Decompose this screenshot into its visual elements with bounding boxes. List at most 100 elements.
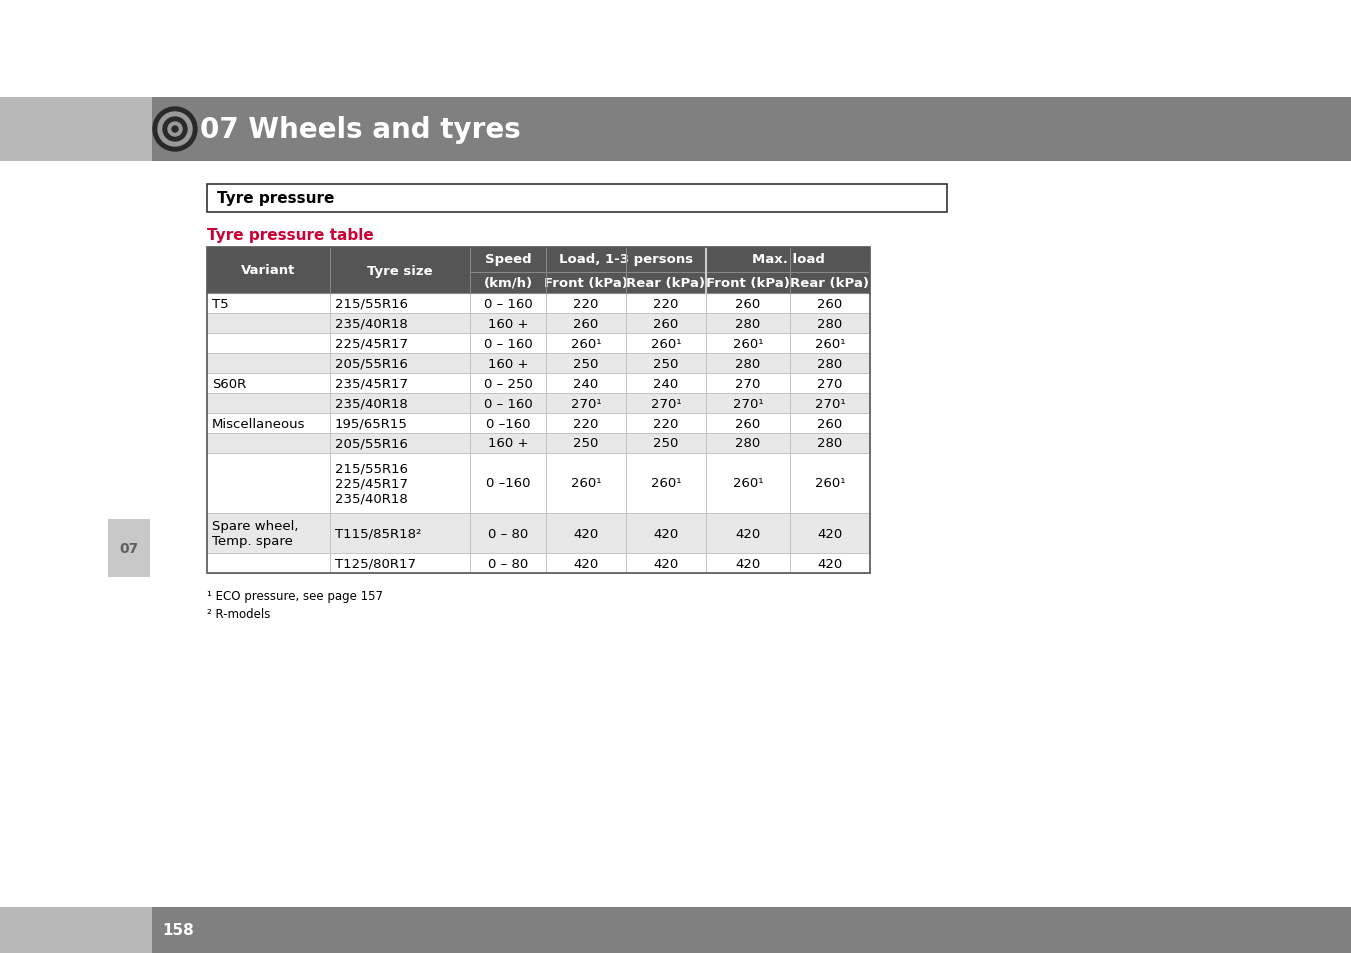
Text: 235/40R18: 235/40R18 bbox=[335, 397, 408, 410]
Text: 0 –160: 0 –160 bbox=[486, 417, 530, 430]
Text: 280: 280 bbox=[735, 437, 761, 450]
Text: 270¹: 270¹ bbox=[732, 397, 763, 410]
Text: 0 – 160: 0 – 160 bbox=[484, 397, 532, 410]
Text: Load, 1-3 persons: Load, 1-3 persons bbox=[559, 253, 693, 266]
Text: 0 – 80: 0 – 80 bbox=[488, 527, 528, 540]
Text: 235/40R18: 235/40R18 bbox=[335, 317, 408, 330]
Bar bbox=[153, 98, 1351, 162]
Text: Front (kPa): Front (kPa) bbox=[544, 276, 628, 290]
Circle shape bbox=[163, 118, 186, 142]
Bar bbox=[207, 554, 870, 574]
Text: Rear (kPa): Rear (kPa) bbox=[627, 276, 705, 290]
Bar bbox=[207, 334, 870, 354]
Text: 420: 420 bbox=[654, 557, 678, 570]
Text: 07 Wheels and tyres: 07 Wheels and tyres bbox=[200, 116, 520, 144]
Text: 260¹: 260¹ bbox=[651, 477, 681, 490]
Text: Speed: Speed bbox=[485, 253, 531, 266]
Text: 280: 280 bbox=[817, 317, 843, 330]
Text: 260¹: 260¹ bbox=[815, 477, 846, 490]
Text: 260¹: 260¹ bbox=[732, 337, 763, 350]
Text: S60R: S60R bbox=[212, 377, 246, 390]
Text: 0 – 80: 0 – 80 bbox=[488, 557, 528, 570]
Bar bbox=[0, 907, 153, 953]
Text: Tyre pressure: Tyre pressure bbox=[218, 192, 335, 206]
Text: 420: 420 bbox=[573, 557, 598, 570]
Text: 215/55R16
225/45R17
235/40R18: 215/55R16 225/45R17 235/40R18 bbox=[335, 462, 408, 505]
Bar bbox=[207, 374, 870, 394]
Text: 260: 260 bbox=[654, 317, 678, 330]
Bar bbox=[207, 514, 870, 554]
Text: ¹ ECO pressure, see page 157: ¹ ECO pressure, see page 157 bbox=[207, 589, 382, 602]
Text: 260: 260 bbox=[735, 417, 761, 430]
Text: 220: 220 bbox=[654, 417, 678, 430]
Text: 280: 280 bbox=[735, 317, 761, 330]
Text: 0 – 250: 0 – 250 bbox=[484, 377, 532, 390]
Text: T5: T5 bbox=[212, 297, 228, 310]
Text: 225/45R17: 225/45R17 bbox=[335, 337, 408, 350]
Text: 280: 280 bbox=[817, 357, 843, 370]
Text: 260¹: 260¹ bbox=[732, 477, 763, 490]
Text: Miscellaneous: Miscellaneous bbox=[212, 417, 305, 430]
Text: T115/85R18²: T115/85R18² bbox=[335, 527, 422, 540]
Text: Rear (kPa): Rear (kPa) bbox=[790, 276, 870, 290]
Text: 160 +: 160 + bbox=[488, 437, 528, 450]
Text: 260: 260 bbox=[817, 417, 843, 430]
Text: 270: 270 bbox=[735, 377, 761, 390]
Text: ² R-models: ² R-models bbox=[207, 607, 270, 620]
Text: (km/h): (km/h) bbox=[484, 276, 532, 290]
Text: 160 +: 160 + bbox=[488, 357, 528, 370]
Text: 07: 07 bbox=[119, 541, 139, 556]
Text: 280: 280 bbox=[817, 437, 843, 450]
Text: 420: 420 bbox=[573, 527, 598, 540]
Circle shape bbox=[172, 127, 178, 132]
Text: 260: 260 bbox=[817, 297, 843, 310]
Text: 205/55R16: 205/55R16 bbox=[335, 437, 408, 450]
Text: 220: 220 bbox=[573, 417, 598, 430]
Bar bbox=[207, 314, 870, 334]
Circle shape bbox=[158, 112, 192, 147]
Text: 270¹: 270¹ bbox=[651, 397, 681, 410]
Bar bbox=[207, 185, 947, 213]
Text: 420: 420 bbox=[735, 557, 761, 570]
Text: 240: 240 bbox=[654, 377, 678, 390]
Text: 420: 420 bbox=[654, 527, 678, 540]
Circle shape bbox=[168, 123, 182, 137]
Text: 205/55R16: 205/55R16 bbox=[335, 357, 408, 370]
Text: 0 – 160: 0 – 160 bbox=[484, 297, 532, 310]
Text: 215/55R16: 215/55R16 bbox=[335, 297, 408, 310]
Text: 270¹: 270¹ bbox=[815, 397, 846, 410]
Bar bbox=[207, 248, 870, 294]
Bar bbox=[0, 98, 153, 162]
Text: 0 –160: 0 –160 bbox=[486, 477, 530, 490]
Bar bbox=[108, 519, 150, 578]
Text: Max. load: Max. load bbox=[751, 253, 824, 266]
Text: Front (kPa): Front (kPa) bbox=[707, 276, 790, 290]
Text: Spare wheel,
Temp. spare: Spare wheel, Temp. spare bbox=[212, 519, 299, 547]
Text: 250: 250 bbox=[573, 437, 598, 450]
Text: 0 – 160: 0 – 160 bbox=[484, 337, 532, 350]
Text: Tyre pressure table: Tyre pressure table bbox=[207, 228, 374, 243]
Bar bbox=[207, 248, 870, 574]
Text: 240: 240 bbox=[573, 377, 598, 390]
Text: 250: 250 bbox=[654, 437, 678, 450]
Bar bbox=[153, 907, 1351, 953]
Text: 158: 158 bbox=[162, 923, 193, 938]
Text: 260: 260 bbox=[573, 317, 598, 330]
Text: 420: 420 bbox=[817, 557, 843, 570]
Text: 260¹: 260¹ bbox=[815, 337, 846, 350]
Bar bbox=[207, 354, 870, 374]
Text: 420: 420 bbox=[735, 527, 761, 540]
Text: 260¹: 260¹ bbox=[570, 477, 601, 490]
Text: Tyre size: Tyre size bbox=[367, 264, 432, 277]
Text: 280: 280 bbox=[735, 357, 761, 370]
Text: 420: 420 bbox=[817, 527, 843, 540]
Text: 260¹: 260¹ bbox=[570, 337, 601, 350]
Circle shape bbox=[153, 108, 197, 152]
Text: T125/80R17: T125/80R17 bbox=[335, 557, 416, 570]
Text: 195/65R15: 195/65R15 bbox=[335, 417, 408, 430]
Text: 270: 270 bbox=[817, 377, 843, 390]
Text: 250: 250 bbox=[654, 357, 678, 370]
Text: 220: 220 bbox=[654, 297, 678, 310]
Bar bbox=[207, 294, 870, 314]
Bar bbox=[207, 414, 870, 434]
